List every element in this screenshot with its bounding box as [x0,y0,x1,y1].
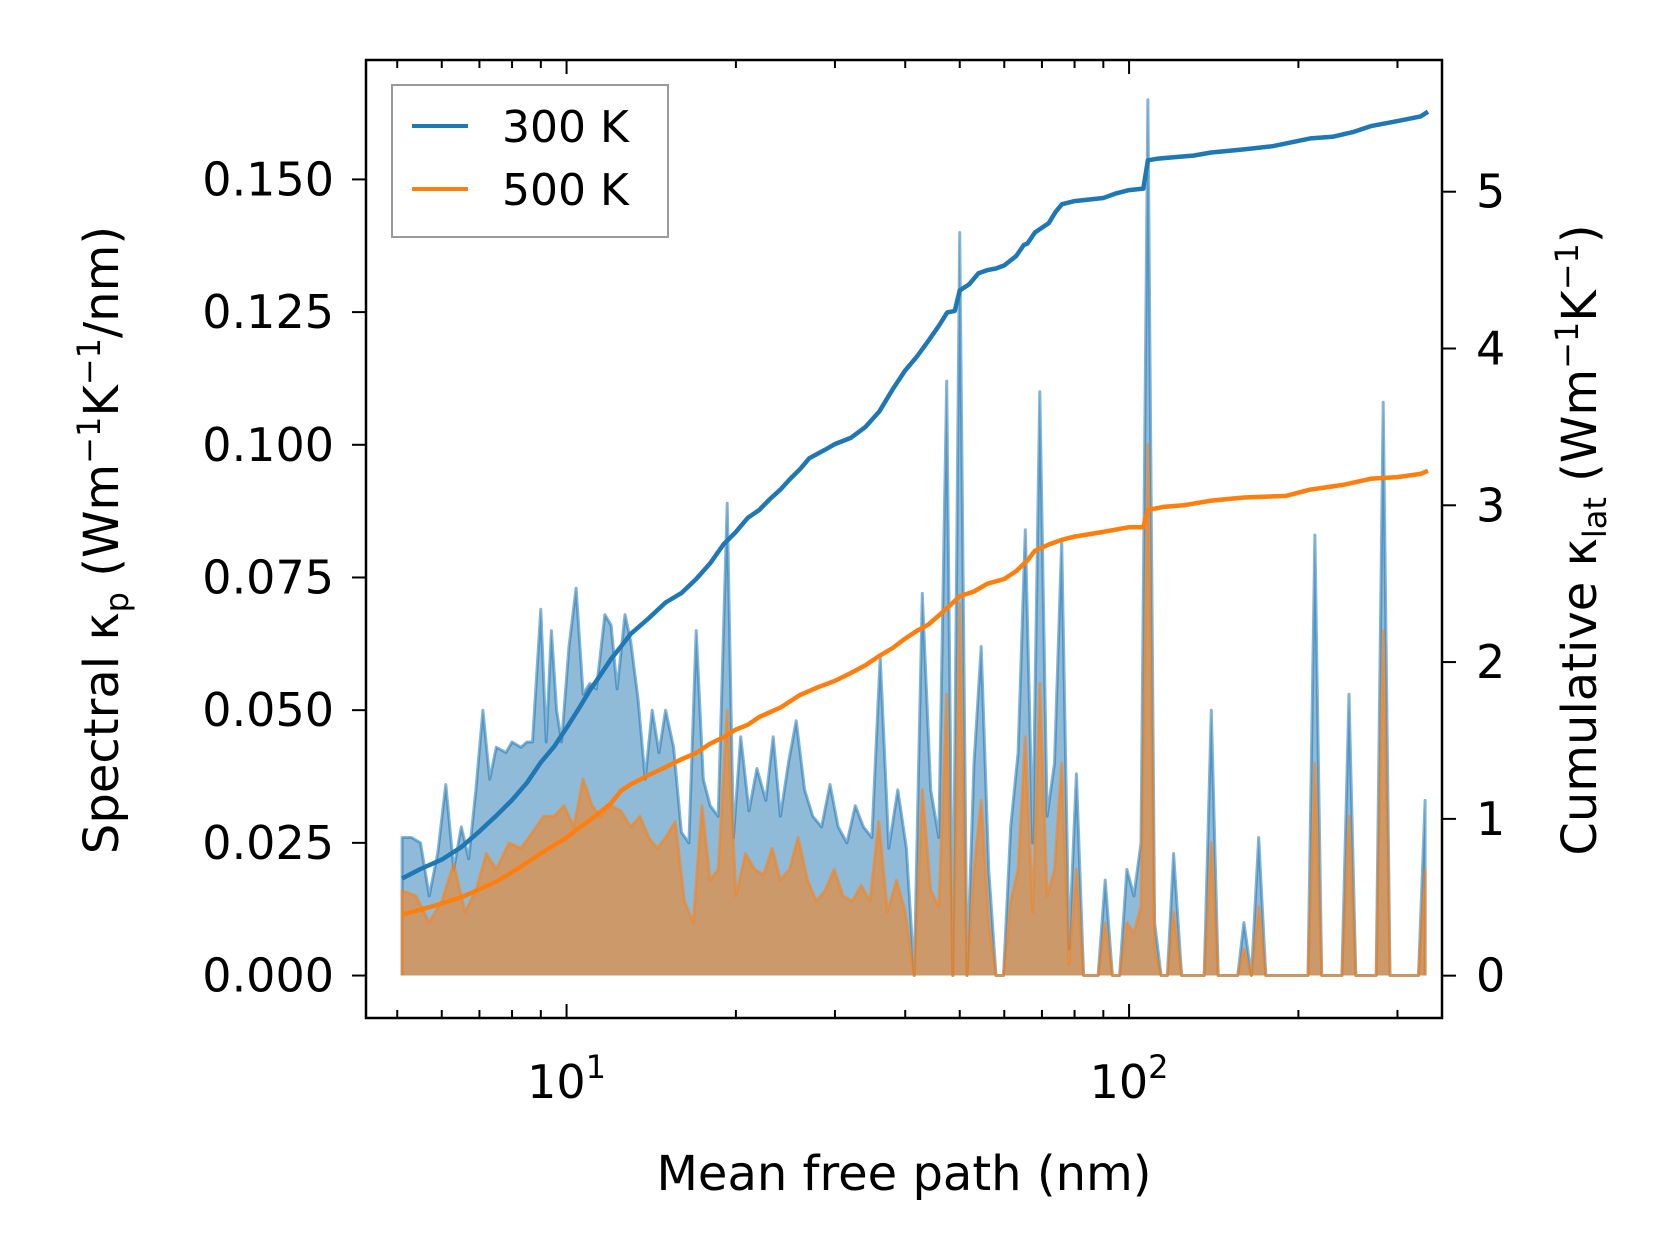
cumulative-line-500k [401,468,1429,917]
y-right-label-k: K [1552,289,1608,322]
cumulative-line-300k [401,109,1430,881]
y-right-label-close: ) [1552,224,1608,243]
y-left-tick-labels: 0.000 0.025 0.050 0.075 0.100 0.125 0.15… [202,152,334,1002]
y-right-axis-label: Cumulative κlat (Wm−1K−1) [1548,224,1614,855]
y-right-tick-labels: 0 1 2 3 4 5 [1476,165,1505,1003]
y-left-tick-label: 0.000 [202,949,334,1003]
plot-frame [364,58,1444,1020]
y-left-label-exp1: −1 [70,417,108,464]
y-right-tick-label: 5 [1476,165,1505,219]
y-left-tick-label: 0.025 [202,816,334,870]
spectral-fill-500k [402,444,1426,976]
series-lines [401,109,1430,917]
spectral-edge-500k [400,443,1427,977]
axis-ticks [352,60,1456,1018]
y-right-label-units: (Wm [1552,369,1608,497]
y-right-label-sub: lat [1576,497,1614,538]
y-right-label-exp2: −1 [1548,243,1586,290]
legend-label-300k: 300 K [502,102,630,153]
y-right-tick-label: 3 [1476,478,1505,532]
y-right-tick-label: 4 [1476,321,1505,375]
y-right-tick-label: 2 [1476,635,1505,689]
y-left-axis-label: Spectral κp (Wm−1K−1/nm) [70,226,136,854]
y-right-tick-label: 0 [1476,949,1505,1003]
y-left-tick-label: 0.100 [202,418,334,472]
y-left-label-units: (Wm [74,464,130,592]
x-tick-exp: 2 [1148,1048,1168,1086]
y-left-label-close: /nm) [74,226,130,338]
y-left-tick-label: 0.050 [202,683,334,737]
legend: 300 K 500 K [391,84,669,238]
y-left-label-kappa: κ [74,612,130,640]
x-tick-exp: 1 [586,1048,606,1086]
legend-frame [391,84,669,238]
y-right-label-kappa: κ [1552,538,1608,566]
y-left-label-exp2: −1 [70,338,108,385]
y-left-label-sub: p [98,592,136,612]
y-right-label-exp1: −1 [1548,322,1586,369]
x-tick-base: 10 [1090,1055,1149,1109]
y-left-label-k: K [74,384,130,417]
spectral-fill-300k [402,99,1426,976]
x-tick-label: 101 [527,1048,606,1109]
x-axis-label: Mean free path (nm) [657,1146,1152,1202]
x-tick-base: 10 [527,1055,586,1109]
y-right-label-pre: Cumulative [1552,566,1608,855]
spectral-fills [400,98,1427,977]
y-left-tick-label: 0.075 [202,550,334,604]
y-left-tick-label: 0.125 [202,285,334,339]
y-left-label-pre: Spectral [74,641,130,854]
x-tick-label: 102 [1090,1048,1169,1109]
y-left-tick-label: 0.150 [202,152,334,206]
y-right-tick-label: 1 [1476,792,1505,846]
legend-label-500k: 500 K [502,165,630,216]
